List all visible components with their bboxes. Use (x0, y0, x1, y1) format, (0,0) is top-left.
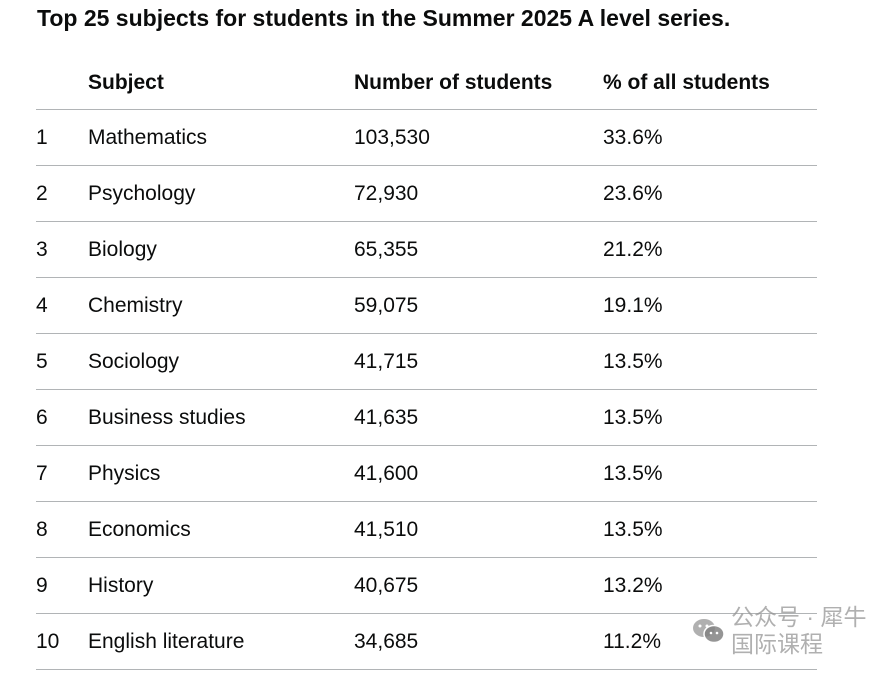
cell-rank: 9 (36, 557, 88, 614)
cell-rank: 7 (36, 445, 88, 502)
cell-subject: Chemistry (88, 277, 354, 334)
cell-subject: English literature (88, 613, 354, 670)
table-row: 2 Psychology 72,930 23.6% (36, 165, 817, 222)
header-rank (36, 56, 88, 110)
cell-rank: 8 (36, 501, 88, 558)
table-row: 3 Biology 65,355 21.2% (36, 221, 817, 278)
header-percent: % of all students (603, 56, 817, 110)
cell-subject: Sociology (88, 333, 354, 390)
cell-percent-of-students: 13.2% (603, 557, 817, 614)
cell-subject: History (88, 557, 354, 614)
table-row: 6 Business studies 41,635 13.5% (36, 389, 817, 446)
table-row: 9 History 40,675 13.2% (36, 557, 817, 614)
cell-percent-of-students: 13.5% (603, 501, 817, 558)
cell-number-of-students: 40,675 (354, 557, 603, 614)
page-title: Top 25 subjects for students in the Summ… (37, 5, 731, 31)
cell-subject: Business studies (88, 389, 354, 446)
header-number: Number of students (354, 56, 603, 110)
cell-number-of-students: 41,635 (354, 389, 603, 446)
cell-subject: Biology (88, 221, 354, 278)
cell-number-of-students: 41,510 (354, 501, 603, 558)
header-subject: Subject (88, 56, 354, 110)
cell-number-of-students: 65,355 (354, 221, 603, 278)
cell-rank: 6 (36, 389, 88, 446)
table-row: 1 Mathematics 103,530 33.6% (36, 109, 817, 166)
table-row: 5 Sociology 41,715 13.5% (36, 333, 817, 390)
table-row: 8 Economics 41,510 13.5% (36, 501, 817, 558)
table-header-row: Subject Number of students % of all stud… (36, 56, 817, 110)
cell-percent-of-students: 11.2% (603, 613, 817, 670)
cell-percent-of-students: 21.2% (603, 221, 817, 278)
cell-number-of-students: 41,600 (354, 445, 603, 502)
table-row: 4 Chemistry 59,075 19.1% (36, 277, 817, 334)
cell-percent-of-students: 23.6% (603, 165, 817, 222)
cell-percent-of-students: 13.5% (603, 389, 817, 446)
table-row: 10 English literature 34,685 11.2% (36, 613, 817, 670)
cell-percent-of-students: 33.6% (603, 109, 817, 166)
subjects-table: Subject Number of students % of all stud… (36, 56, 817, 670)
cell-rank: 2 (36, 165, 88, 222)
cell-rank: 1 (36, 109, 88, 166)
cell-subject: Physics (88, 445, 354, 502)
table-row: 7 Physics 41,600 13.5% (36, 445, 817, 502)
cell-rank: 3 (36, 221, 88, 278)
cell-subject: Mathematics (88, 109, 354, 166)
cell-number-of-students: 103,530 (354, 109, 603, 166)
cell-percent-of-students: 19.1% (603, 277, 817, 334)
cell-subject: Psychology (88, 165, 354, 222)
cell-percent-of-students: 13.5% (603, 333, 817, 390)
cell-rank: 10 (36, 613, 88, 670)
cell-percent-of-students: 13.5% (603, 445, 817, 502)
cell-number-of-students: 34,685 (354, 613, 603, 670)
cell-subject: Economics (88, 501, 354, 558)
cell-number-of-students: 41,715 (354, 333, 603, 390)
cell-rank: 5 (36, 333, 88, 390)
cell-number-of-students: 72,930 (354, 165, 603, 222)
cell-number-of-students: 59,075 (354, 277, 603, 334)
cell-rank: 4 (36, 277, 88, 334)
